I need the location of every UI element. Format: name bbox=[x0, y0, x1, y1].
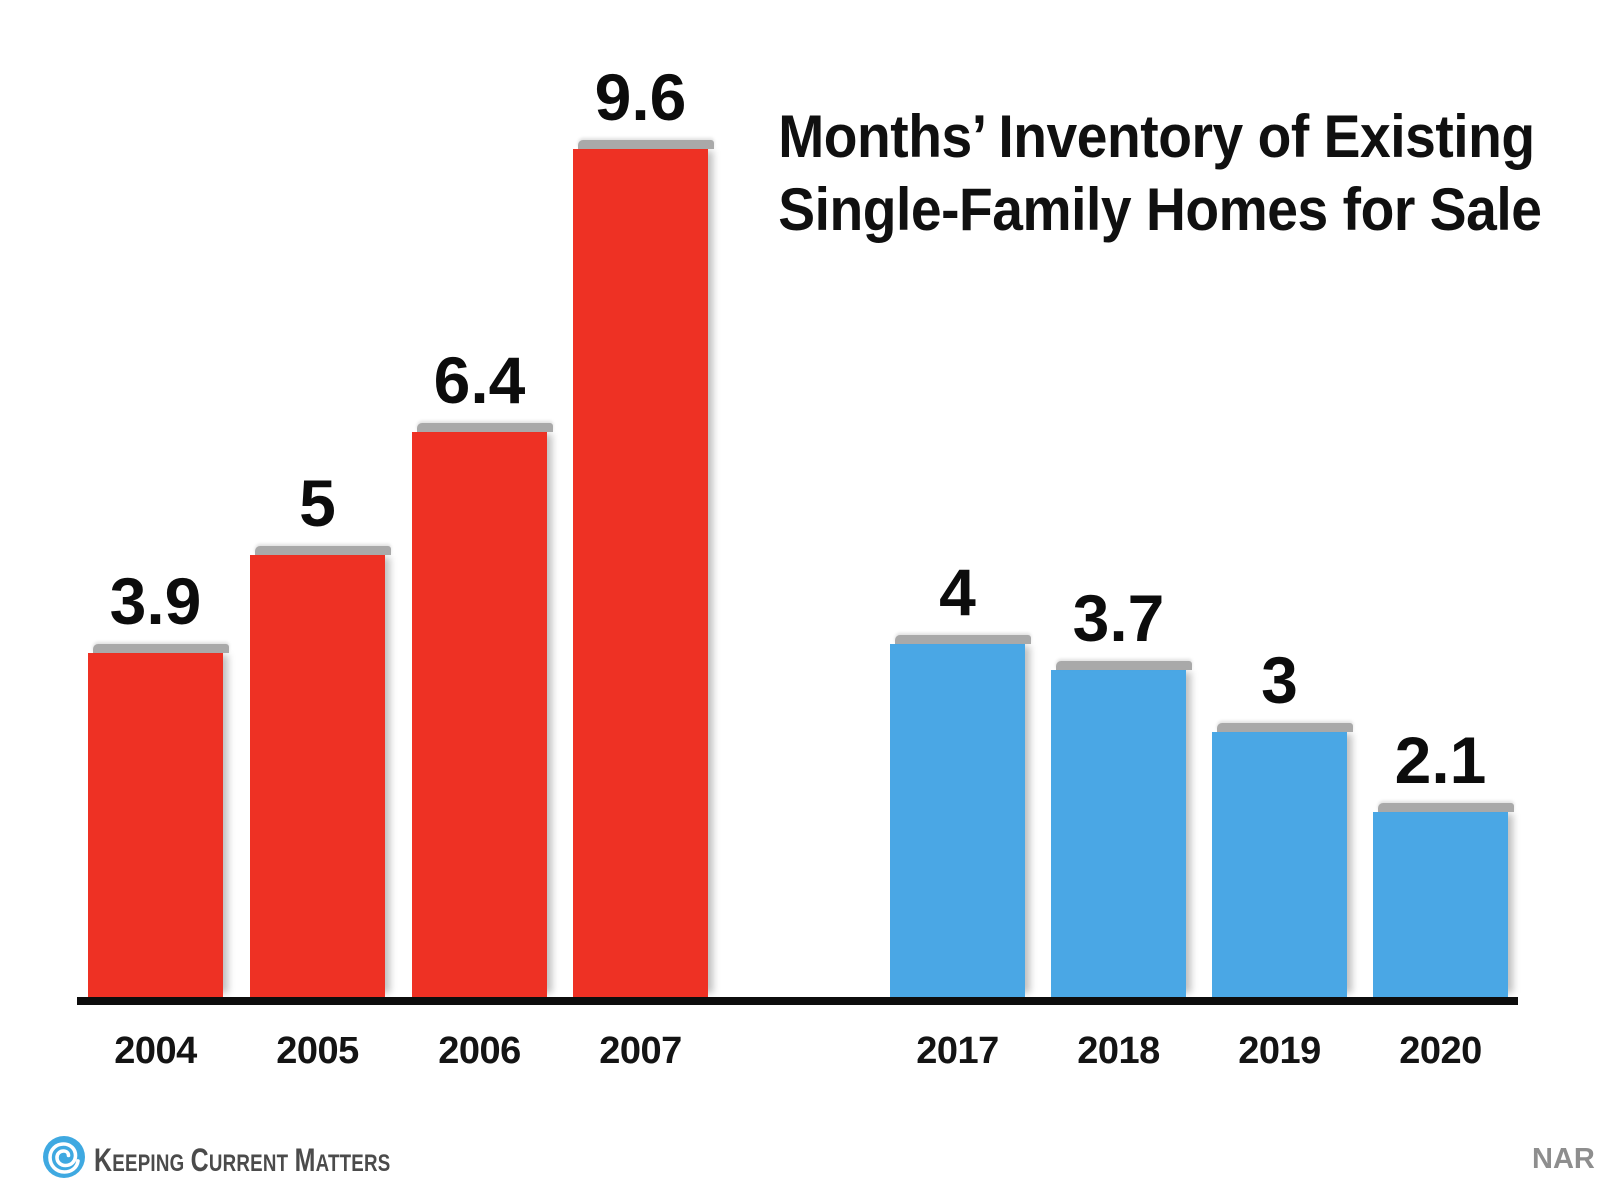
bar-2017 bbox=[890, 635, 1031, 997]
keeping-current-matters-logo-swirl-icon bbox=[43, 1136, 85, 1178]
chart-title: Months’ Inventory of Existing Single-Fam… bbox=[778, 100, 1542, 246]
bar-value-label-2017: 4 bbox=[939, 555, 976, 629]
bar-2005 bbox=[250, 546, 391, 997]
logo-word: Current bbox=[190, 1142, 289, 1178]
keeping-current-matters-logo-text: Keeping Current Matters bbox=[94, 1140, 397, 1184]
x-axis-label-2020: 2020 bbox=[1399, 1030, 1482, 1072]
bar-2004 bbox=[88, 644, 229, 997]
x-axis-line bbox=[77, 997, 1518, 1005]
bar-value-label-2019: 3 bbox=[1261, 643, 1298, 717]
logo-word: Matters bbox=[294, 1142, 391, 1178]
bar-value-label-2007: 9.6 bbox=[594, 60, 687, 134]
bar-2018 bbox=[1051, 661, 1192, 997]
x-axis-label-2004: 2004 bbox=[114, 1030, 197, 1072]
bar-2020 bbox=[1373, 803, 1514, 997]
bar-value-label-2020: 2.1 bbox=[1394, 723, 1487, 797]
source-attribution: NAR bbox=[1532, 1143, 1595, 1175]
x-axis-label-2005: 2005 bbox=[276, 1030, 359, 1072]
bar-value-label-2006: 6.4 bbox=[433, 343, 526, 417]
x-axis-label-2006: 2006 bbox=[438, 1030, 521, 1072]
x-axis-label-2018: 2018 bbox=[1077, 1030, 1160, 1072]
bar-2019 bbox=[1212, 723, 1353, 997]
chart-title-line2: Single-Family Homes for Sale bbox=[778, 176, 1542, 243]
x-axis-label-2017: 2017 bbox=[916, 1030, 999, 1072]
logo-word: Keeping bbox=[94, 1142, 185, 1178]
bar-2007 bbox=[573, 140, 714, 997]
x-axis-label-2007: 2007 bbox=[599, 1030, 682, 1072]
x-axis-label-2019: 2019 bbox=[1238, 1030, 1321, 1072]
bar-2006 bbox=[412, 423, 553, 997]
chart-title-line1: Months’ Inventory of Existing bbox=[778, 103, 1535, 170]
bar-value-label-2005: 5 bbox=[299, 466, 336, 540]
bar-value-label-2004: 3.9 bbox=[109, 564, 202, 638]
bar-value-label-2018: 3.7 bbox=[1072, 581, 1165, 655]
